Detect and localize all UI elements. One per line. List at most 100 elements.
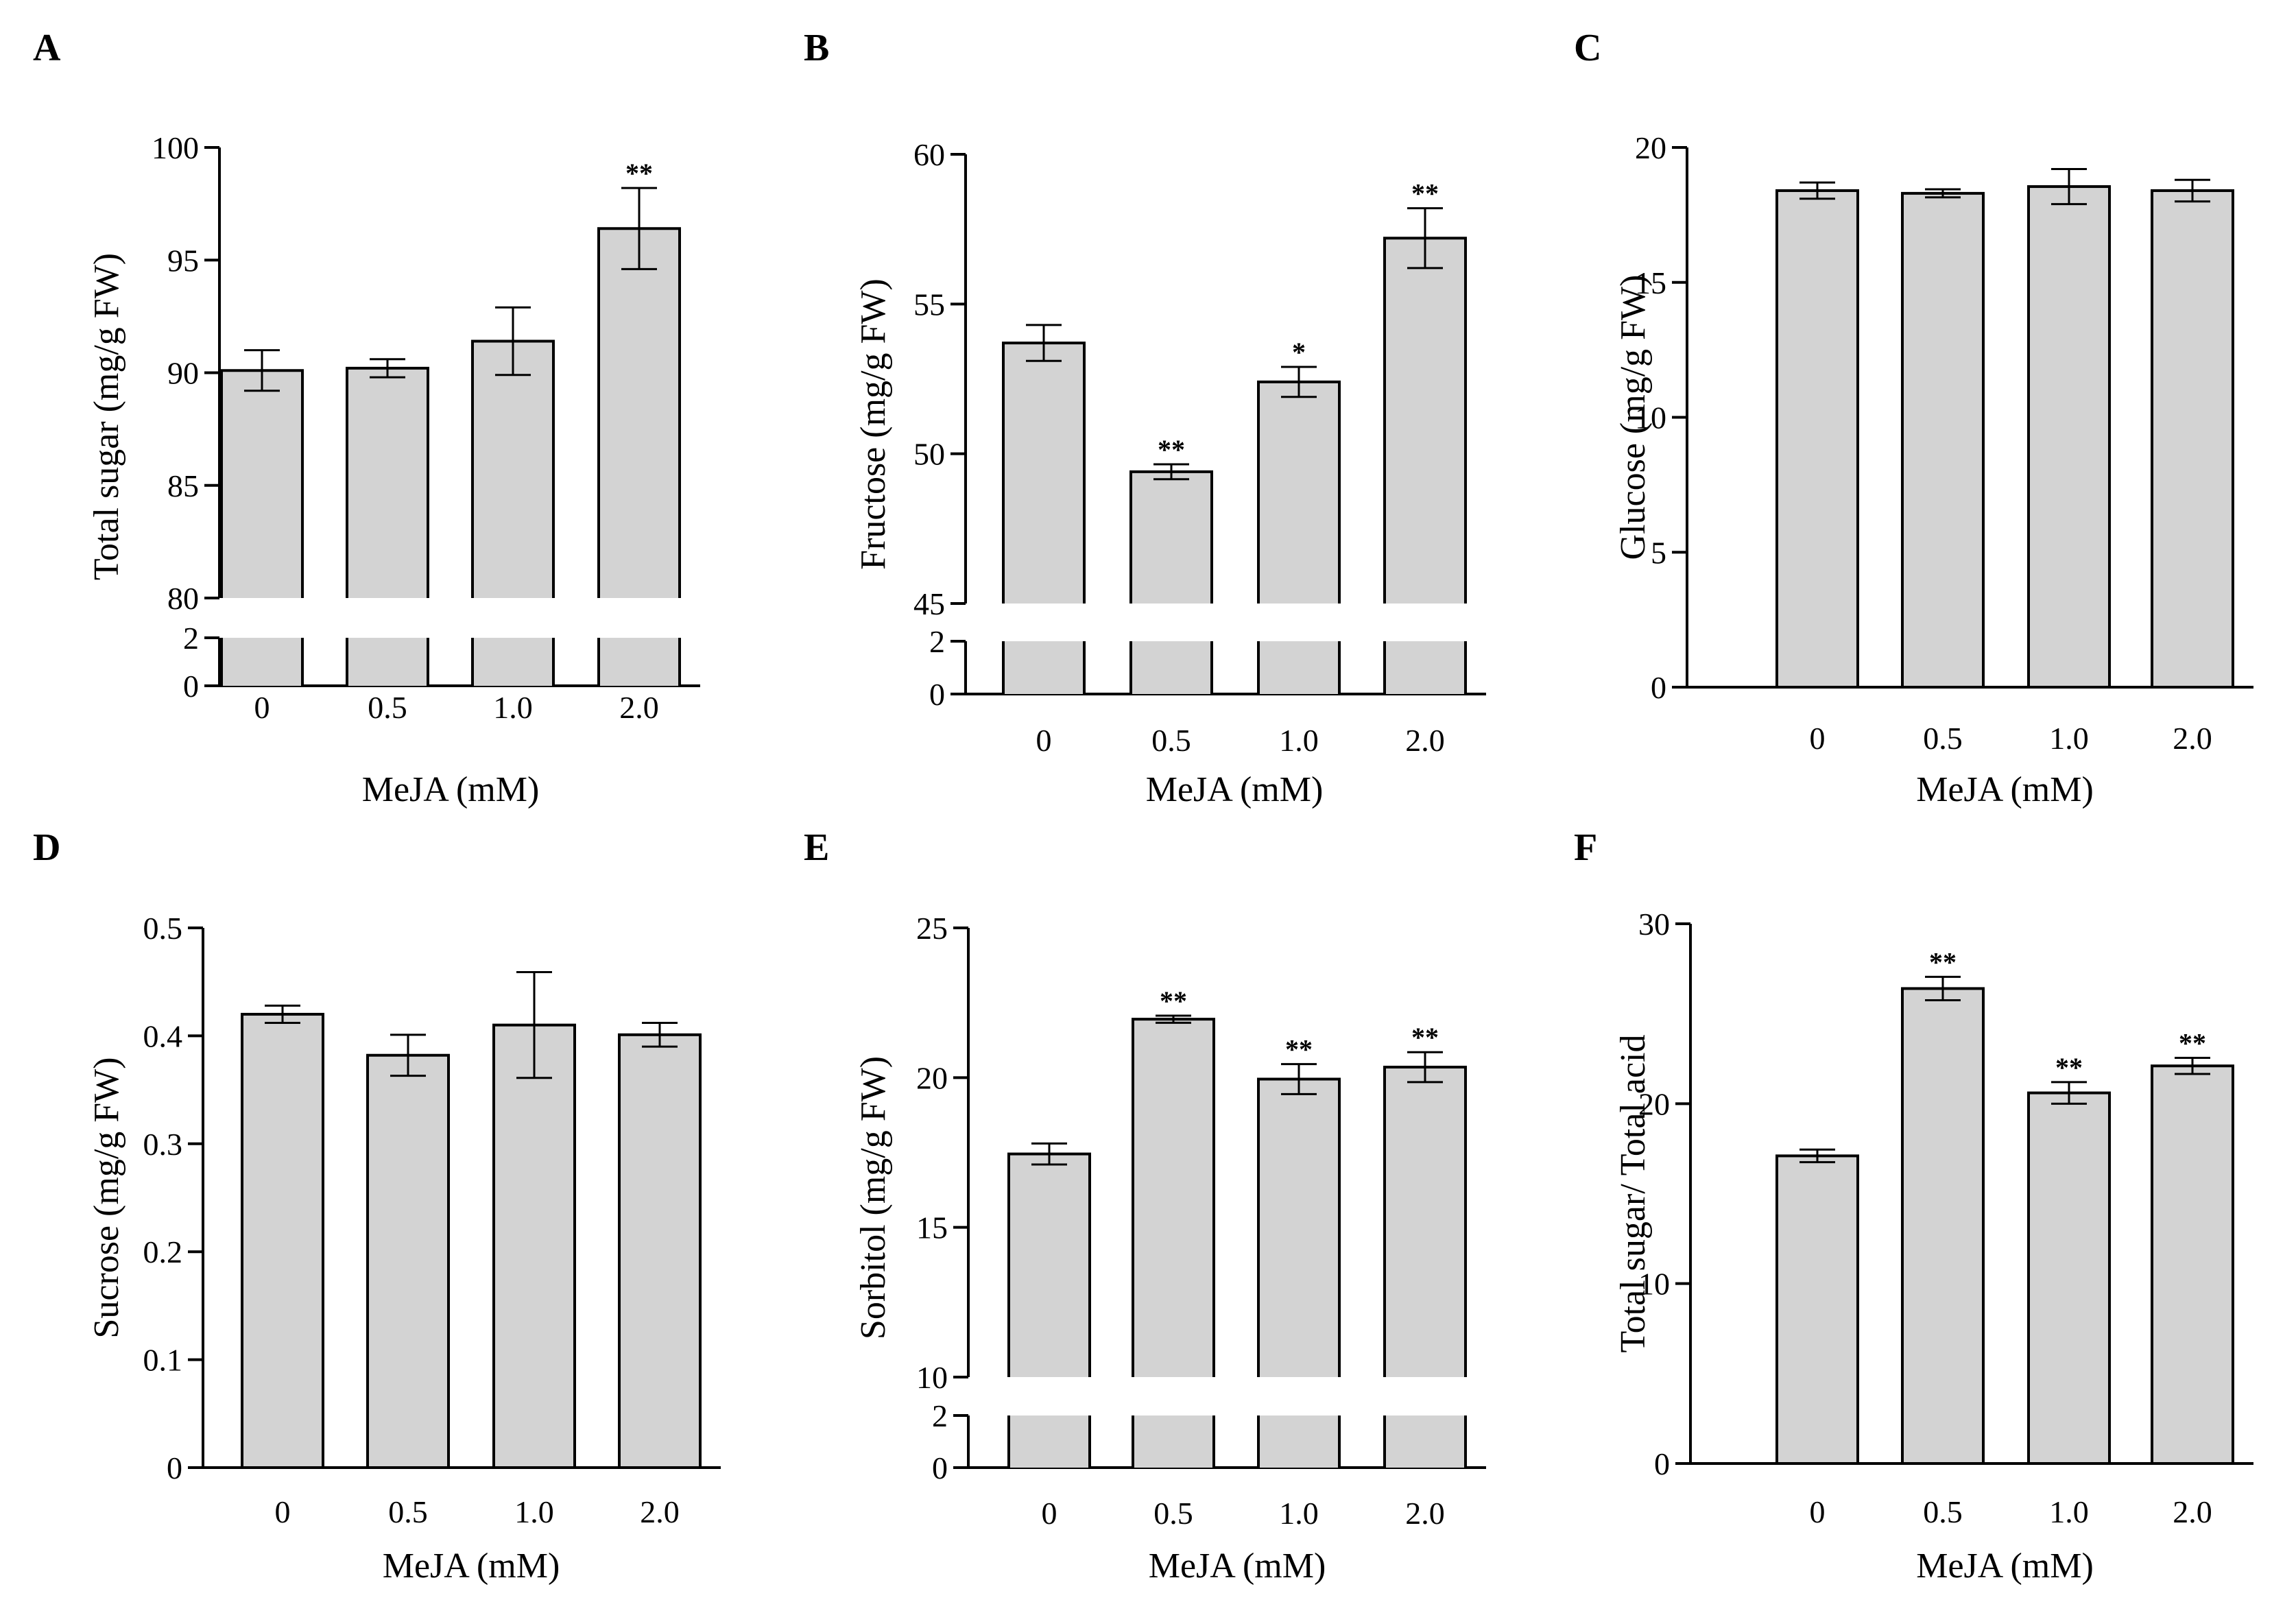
y-tick-label: 80 <box>167 581 199 616</box>
x-tick-label: 2.0 <box>640 1494 680 1529</box>
bar <box>1775 189 1859 689</box>
x-tick-label: 0.5 <box>1923 721 1963 756</box>
bar-fill <box>1133 1415 1214 1468</box>
y-tick-label: 0 <box>929 677 945 712</box>
bar-fill <box>1133 1019 1214 1377</box>
y-tick-label: 0 <box>167 1450 182 1485</box>
bar-lower <box>597 638 681 686</box>
bar-lower <box>1257 1415 1341 1468</box>
x-tick-label: 0.5 <box>388 1494 428 1529</box>
significance-label: ** <box>1158 434 1185 465</box>
panel-letter: C <box>1574 27 1601 69</box>
bar-fill <box>1258 1079 1339 1377</box>
y-tick-label: 50 <box>913 437 945 472</box>
x-axis-title: MeJA (mM) <box>362 770 540 809</box>
x-tick-label: 2.0 <box>2173 721 2212 756</box>
x-tick-label: 1.0 <box>514 1494 554 1529</box>
x-tick-label: 2.0 <box>2173 1494 2212 1529</box>
bar-lower <box>1257 641 1341 694</box>
y-tick-label: 30 <box>1638 907 1670 942</box>
x-tick-label: 0 <box>1810 1494 1826 1529</box>
x-axis-title: MeJA (mM) <box>1916 770 2094 809</box>
bar-fill <box>473 341 553 598</box>
y-tick-label: 2 <box>929 624 945 659</box>
x-tick-label: 0 <box>254 690 270 725</box>
panel-letter: A <box>33 27 61 69</box>
y-axis-title: Total sugar/ Total acid <box>1614 1035 1653 1353</box>
bar-lower <box>1002 641 1086 694</box>
y-tick-label: 10 <box>1635 401 1666 435</box>
bar-fill <box>1009 1415 1090 1468</box>
x-axis-title: MeJA (mM) <box>383 1546 560 1586</box>
x-tick-label: 1.0 <box>493 690 533 725</box>
x-tick-label: 0.5 <box>368 690 407 725</box>
panel-letter: F <box>1574 826 1597 869</box>
significance-label: ** <box>1160 985 1187 1016</box>
bar <box>1901 987 1985 1465</box>
chart-panel-A: A 80 85 90 95 100 0 2 ** 0 0.5 1.0 2.0 MeJA (mM) Total… <box>33 27 700 809</box>
x-tick-label: 1.0 <box>1279 723 1319 758</box>
y-tick-label: 60 <box>913 137 945 172</box>
bar <box>2027 185 2111 689</box>
y-tick-label: 0 <box>183 669 199 704</box>
y-tick-label: 20 <box>1638 1086 1670 1121</box>
y-axis-title: Fructose (mg/g FW) <box>854 278 893 570</box>
bar-lower <box>220 638 304 686</box>
bar-fill <box>1258 1415 1339 1468</box>
x-tick-label: 0 <box>1810 721 1826 756</box>
significance-label: ** <box>1411 1022 1439 1053</box>
y-axis-title: Total sugar (mg/g FW) <box>87 253 126 580</box>
x-tick-label: 0.5 <box>1151 723 1191 758</box>
bar-fill <box>599 638 680 686</box>
bar-fill <box>1385 1415 1466 1468</box>
x-axis-title: MeJA (mM) <box>1916 1546 2094 1586</box>
bar-fill <box>1385 641 1466 694</box>
bar-fill <box>347 368 428 598</box>
bar-fill <box>1131 471 1212 604</box>
y-tick-label: 0.4 <box>143 1018 183 1053</box>
y-axis-title: Sucrose (mg/g FW) <box>87 1057 126 1338</box>
bar-fill <box>1385 1067 1466 1377</box>
x-tick-label: 0 <box>1036 723 1052 758</box>
bar <box>1775 1154 1859 1466</box>
y-tick-label: 85 <box>167 468 199 503</box>
bar-fill <box>1009 1154 1090 1377</box>
bar-fill <box>473 638 553 686</box>
bar-fill <box>347 638 428 686</box>
bar-fill <box>599 228 680 598</box>
chart-panel-F: F 0 10 20 30 ** ** ** 0 0.5 1.0 2.0 MeJA (mM) Total s… <box>1574 826 2253 1586</box>
y-tick-label: 20 <box>1635 130 1666 165</box>
bar-fill <box>1258 381 1339 604</box>
x-tick-label: 2.0 <box>619 690 659 725</box>
x-tick-label: 1.0 <box>2049 1494 2089 1529</box>
y-tick-label: 0 <box>1654 1446 1670 1481</box>
x-tick-label: 1.0 <box>2049 721 2089 756</box>
chart-panel-E: E 10 15 20 25 0 2 ** ** ** 0 0.5 1.0 2.0 MeJA (mM) Sorb… <box>804 826 1486 1586</box>
y-tick-label: 0.1 <box>143 1343 183 1378</box>
y-tick-label: 15 <box>1635 265 1666 300</box>
bar-lower <box>471 638 555 686</box>
chart-panel-D: D 0 0.1 0.2 0.3 0.4 0.5 0 0.5 1.0 2.0 MeJA (mM) Sucr… <box>33 826 721 1586</box>
y-tick-label: 90 <box>167 356 199 391</box>
y-tick-label: 2 <box>183 621 199 656</box>
panel-letter: E <box>804 826 829 869</box>
y-tick-label: 95 <box>167 243 199 278</box>
bar-fill <box>1385 238 1466 604</box>
bar-fill <box>1131 641 1212 694</box>
bar-lower <box>1383 641 1467 694</box>
significance-label: * <box>1292 337 1306 368</box>
y-axis-title: Glucose (mg/g FW) <box>1614 275 1653 560</box>
significance-label: ** <box>1285 1034 1313 1065</box>
bar <box>2151 1064 2234 1465</box>
y-tick-label: 0.2 <box>143 1234 183 1269</box>
x-tick-label: 0.5 <box>1923 1494 1963 1529</box>
y-tick-label: 0 <box>1651 670 1666 705</box>
y-tick-label: 10 <box>916 1360 948 1395</box>
bar <box>492 1023 576 1470</box>
x-tick-label: 0 <box>275 1494 291 1529</box>
significance-label: ** <box>2179 1027 2206 1058</box>
bar-lower <box>1007 1415 1091 1468</box>
bar-lower <box>1383 1415 1467 1468</box>
chart-panel-C: C 0 5 10 15 20 0 0.5 1.0 2.0 MeJA (mM) Glucose (mg/… <box>1574 27 2253 809</box>
